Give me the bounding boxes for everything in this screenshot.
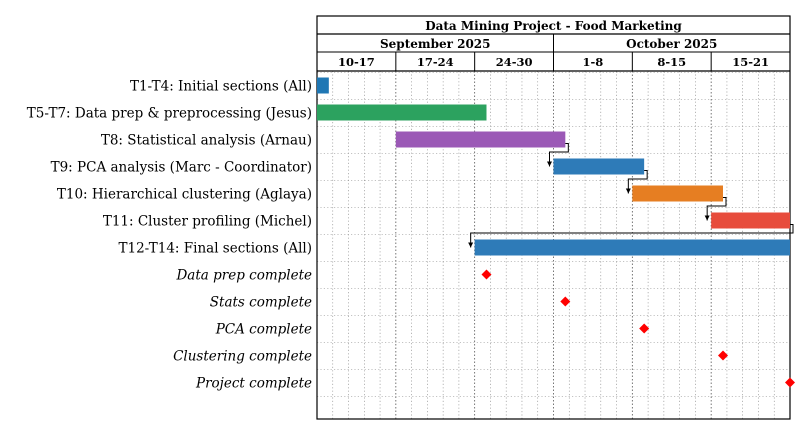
chart-title: Data Mining Project - Food Marketing [425, 19, 682, 33]
task-bar [553, 158, 645, 175]
task-bar [711, 212, 790, 229]
month-label: September 2025 [380, 37, 491, 51]
milestone-label: Project complete [195, 376, 312, 392]
milestone-diamond [481, 269, 492, 280]
week-label: 17-24 [417, 55, 454, 69]
dependency-arrow [704, 215, 710, 221]
month-label: October 2025 [626, 37, 717, 51]
dependency-line [627, 170, 648, 194]
dependency-line [549, 143, 569, 167]
milestone-diamond [785, 377, 795, 388]
task-label: T10: Hierarchical clustering (Aglaya) [57, 187, 312, 203]
week-label: 24-30 [496, 55, 533, 69]
task-label: T1-T4: Initial sections (All) [130, 79, 312, 95]
dependency-arrow [625, 188, 631, 194]
task-bar [317, 104, 487, 121]
milestone-label: Stats complete [210, 295, 312, 311]
task-label: T9: PCA analysis (Marc - Coordinator) [51, 160, 312, 176]
dependency-arrow [468, 242, 474, 248]
labels-layer: T1-T4: Initial sections (All) T5-T7: Data… [27, 79, 312, 392]
milestone-layer [481, 269, 795, 388]
dependency-arrow [547, 161, 552, 167]
task-label: T8: Statistical analysis (Arnau) [101, 133, 312, 149]
task-bar [632, 185, 723, 202]
task-bar [474, 239, 790, 256]
dependency-line [706, 197, 727, 221]
week-label: 15-21 [732, 55, 769, 69]
task-label: T5-T7: Data prep & preprocessing (Jesus) [27, 106, 312, 122]
dependency-line [470, 224, 794, 248]
milestone-diamond [717, 350, 728, 361]
task-bar [317, 77, 329, 94]
bars-layer [317, 77, 790, 256]
week-label: 10-17 [338, 55, 375, 69]
week-label: 8-15 [657, 55, 686, 69]
task-bar [395, 131, 566, 148]
milestone-label: PCA complete [215, 322, 312, 338]
task-label: T12-T14: Final sections (All) [118, 241, 312, 257]
task-label: T11: Cluster profiling (Michel) [103, 214, 312, 230]
week-label: 1-8 [583, 55, 604, 69]
dependency-layer [468, 143, 794, 248]
milestone-diamond [639, 323, 650, 334]
milestone-label: Data prep complete [175, 268, 312, 284]
milestone-label: Clustering complete [173, 349, 312, 365]
milestone-diamond [560, 296, 571, 307]
